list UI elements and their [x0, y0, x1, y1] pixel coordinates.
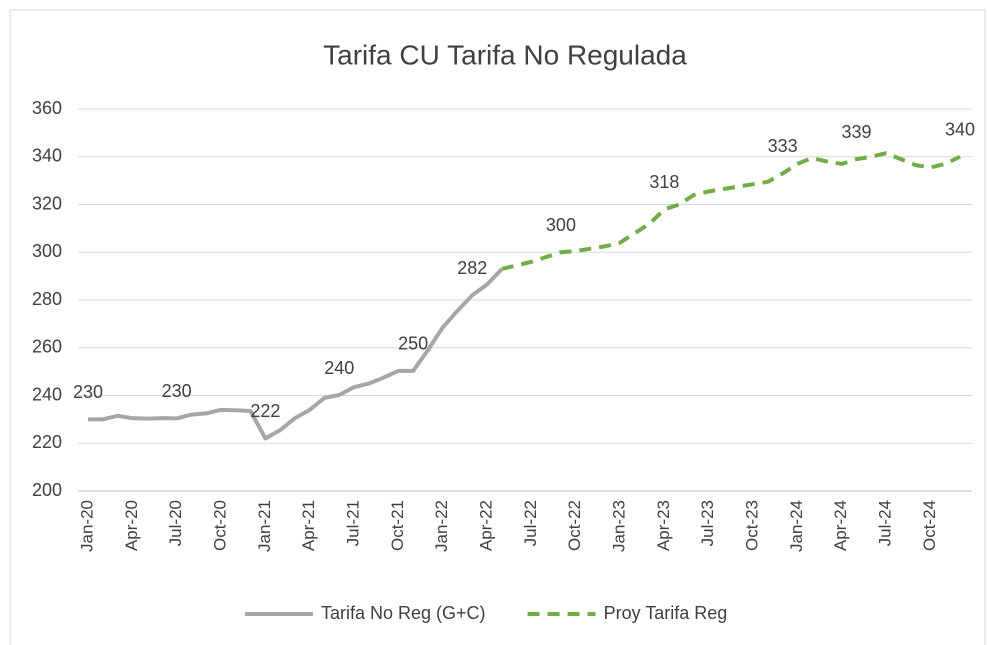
- x-tick-label: Jul-20: [166, 500, 185, 546]
- y-tick-label: 280: [32, 289, 62, 309]
- series-line: [501, 151, 961, 271]
- data-label: 318: [649, 172, 679, 192]
- x-tick-label: Oct-21: [388, 500, 407, 551]
- x-tick-label: Jan-24: [787, 500, 806, 552]
- x-tick-label: Apr-22: [477, 500, 496, 551]
- y-tick-label: 360: [32, 98, 62, 118]
- data-label: 240: [324, 358, 354, 378]
- x-tick-label: Jan-21: [255, 500, 274, 552]
- data-label: 339: [842, 122, 872, 142]
- data-label: 230: [162, 381, 192, 401]
- data-label: 333: [768, 136, 798, 156]
- chart-title: Tarifa CU Tarifa No Regulada: [323, 39, 687, 70]
- y-tick-label: 320: [32, 193, 62, 213]
- x-tick-label: Jul-21: [344, 500, 363, 546]
- x-tick-label: Jul-23: [698, 500, 717, 546]
- data-label: 250: [398, 334, 428, 354]
- x-tick-label: Apr-24: [831, 500, 850, 551]
- series-line: [88, 267, 504, 441]
- x-tick-label: Apr-23: [654, 500, 673, 551]
- data-label: 300: [546, 215, 576, 235]
- x-tick-label: Apr-21: [299, 500, 318, 551]
- x-tick-label: Oct-22: [565, 500, 584, 551]
- x-tick-label: Oct-24: [920, 500, 939, 551]
- y-tick-label: 200: [32, 480, 62, 500]
- legend-label: Proy Tarifa Reg: [604, 603, 728, 623]
- data-label: 230: [73, 382, 103, 402]
- y-tick-label: 340: [32, 146, 62, 166]
- y-tick-label: 240: [32, 384, 62, 404]
- x-tick-label: Jan-23: [610, 500, 629, 552]
- x-tick-label: Jul-22: [521, 500, 540, 546]
- data-label: 282: [457, 258, 487, 278]
- legend-label: Tarifa No Reg (G+C): [321, 603, 486, 623]
- x-tick-label: Oct-20: [211, 500, 230, 551]
- y-tick-label: 300: [32, 241, 62, 261]
- x-tick-label: Jan-22: [432, 500, 451, 552]
- data-label: 340: [945, 120, 975, 140]
- y-tick-label: 260: [32, 337, 62, 357]
- x-tick-label: Jan-20: [77, 500, 96, 552]
- chart-frame: [9, 9, 986, 645]
- data-label: 222: [250, 401, 280, 421]
- y-tick-label: 220: [32, 432, 62, 452]
- x-tick-label: Jul-24: [876, 500, 895, 546]
- x-tick-label: Oct-23: [743, 500, 762, 551]
- x-tick-label: Apr-20: [122, 500, 141, 551]
